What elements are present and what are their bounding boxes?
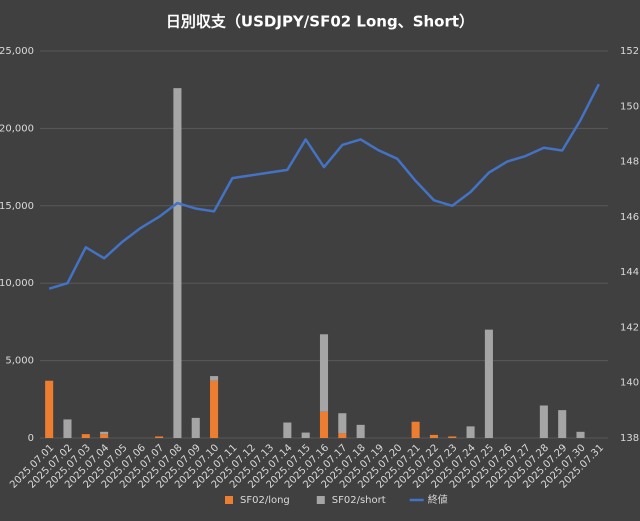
bar	[319, 334, 329, 412]
bar	[338, 413, 347, 434]
bar	[81, 434, 90, 438]
bar	[356, 424, 365, 438]
y2-tick-label: 146	[620, 212, 639, 223]
bar	[63, 419, 72, 438]
legend-label: SF02/long	[240, 495, 290, 506]
bar	[429, 434, 438, 438]
y2-tick-label: 148	[620, 157, 639, 168]
y2-tick-label: 152	[620, 46, 639, 57]
y-tick-label: 20,000	[0, 123, 34, 134]
y-tick-label: 10,000	[0, 278, 34, 289]
legend-label: SF02/short	[332, 495, 386, 506]
y-tick-label: 25,000	[0, 46, 34, 57]
line	[48, 83, 600, 290]
y2-tick-label: 142	[620, 322, 639, 333]
bar	[301, 432, 310, 438]
bar	[173, 88, 182, 438]
bar	[100, 434, 109, 438]
bar	[210, 380, 219, 438]
bar	[484, 329, 493, 438]
y-tick-label: 15,000	[0, 201, 34, 212]
y2-tick-label: 150	[620, 101, 639, 112]
bar	[411, 421, 420, 438]
y2-tick-label: 144	[620, 267, 639, 278]
chart-title: 日別収支（USDJPY/SF02 Long、Short）	[166, 13, 474, 31]
y-tick-label: 0	[28, 433, 34, 444]
bar	[558, 410, 567, 438]
bar	[338, 433, 347, 438]
bar	[319, 411, 329, 438]
bar	[576, 431, 585, 438]
bar	[283, 422, 292, 438]
bar	[466, 426, 475, 438]
bar	[448, 436, 457, 438]
bar	[210, 376, 219, 381]
bar	[539, 405, 548, 438]
legend-label: 終値	[428, 493, 448, 506]
legend-swatch	[225, 496, 233, 504]
bar	[155, 436, 164, 438]
y2-tick-label: 138	[620, 433, 639, 444]
bar	[191, 417, 200, 438]
y2-tick-label: 140	[620, 378, 639, 389]
legend-swatch	[316, 496, 325, 504]
bar	[45, 380, 54, 438]
y-tick-label: 5,000	[5, 356, 34, 367]
bar	[100, 431, 109, 435]
